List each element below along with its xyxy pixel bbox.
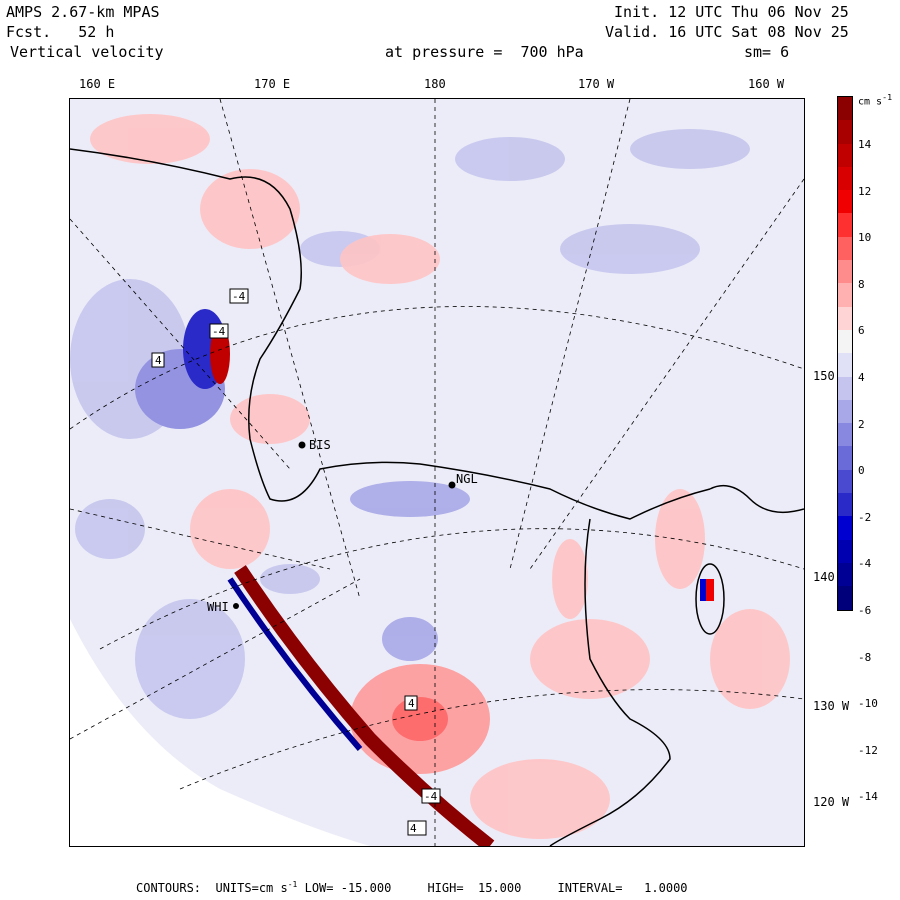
lon-label-180: 180 bbox=[424, 77, 446, 91]
contours-label: CONTOURS: bbox=[136, 881, 202, 895]
colorbar-segment bbox=[837, 353, 853, 377]
colorbar-tick-label: -12 bbox=[858, 743, 878, 757]
lon-label-160e: 160 E bbox=[79, 77, 116, 91]
station-marker-bis bbox=[298, 441, 306, 449]
map-panel: 4 4 -4 -4 -4 4 BIS NGL WHI bbox=[69, 98, 805, 847]
station-label-ngl: NGL bbox=[456, 472, 478, 486]
contour-labels: 4 4 -4 -4 -4 4 bbox=[151, 288, 441, 836]
pressure-level: at pressure = 700 hPa bbox=[385, 43, 584, 61]
colorbar-segment bbox=[837, 306, 853, 330]
colorbar-segment bbox=[837, 423, 853, 447]
lon-label-170e: 170 E bbox=[254, 77, 291, 91]
colorbar-tick-label: -8 bbox=[858, 650, 872, 664]
colorbar-segment bbox=[837, 516, 853, 540]
station-label-bis: BIS bbox=[309, 438, 331, 452]
vertical-velocity-field: 4 4 -4 -4 -4 4 BIS NGL WHI bbox=[70, 99, 804, 846]
colorbar-tick-label: 12 bbox=[858, 184, 872, 198]
colorbar-segment bbox=[837, 586, 853, 611]
colorbar-segment bbox=[837, 539, 853, 563]
contour-label: 4 bbox=[408, 697, 415, 710]
colorbar-segment bbox=[837, 329, 853, 354]
valid-time: Valid. 16 UTC Sat 08 Nov 25 bbox=[605, 23, 849, 41]
colorbar-tick-label: -14 bbox=[858, 790, 878, 804]
colorbar-tick-label: -2 bbox=[858, 510, 872, 524]
colorbar-segment bbox=[837, 236, 853, 261]
colorbar-segment bbox=[837, 469, 853, 494]
contour-label: -4 bbox=[232, 290, 246, 303]
lat-label-130w: 130 W bbox=[813, 699, 850, 713]
contour-label: 4 bbox=[410, 822, 417, 835]
colorbar-segment bbox=[837, 190, 853, 214]
colorbar-segment bbox=[837, 96, 853, 121]
colorbar-tick-label: 8 bbox=[858, 277, 865, 291]
colorbar-segment bbox=[837, 376, 853, 400]
colorbar bbox=[837, 96, 853, 611]
low-value: LOW= -15.000 bbox=[304, 881, 392, 895]
colorbar-units: cm s-1 bbox=[858, 92, 893, 108]
units-label: UNITS=cm s bbox=[215, 881, 288, 895]
contour-info: CONTOURS: UNITS=cm s-1 LOW= -15.000 HIGH… bbox=[136, 880, 688, 895]
forecast-hour: Fcst. 52 h bbox=[6, 23, 115, 41]
colorbar-segment bbox=[837, 260, 853, 284]
model-title: AMPS 2.67-km MPAS bbox=[6, 3, 160, 21]
colorbar-tick-label: 4 bbox=[858, 371, 865, 384]
smoothing-label: sm= 6 bbox=[744, 43, 790, 61]
ascent-regions bbox=[90, 114, 790, 839]
coastlines bbox=[70, 148, 804, 846]
colorbar-segment bbox=[837, 120, 853, 144]
high-value: HIGH= 15.000 bbox=[427, 881, 522, 895]
colorbar-segment bbox=[837, 166, 853, 191]
colorbar-segment bbox=[837, 143, 853, 167]
init-time: Init. 12 UTC Thu 06 Nov 25 bbox=[614, 3, 849, 21]
colorbar-tick-label: 10 bbox=[858, 231, 872, 245]
descent-regions bbox=[70, 129, 750, 719]
colorbar-segment bbox=[837, 213, 853, 237]
field-name: Vertical velocity bbox=[10, 43, 164, 61]
colorbar-tick-label: 6 bbox=[858, 324, 865, 338]
colorbar-segment bbox=[837, 493, 853, 517]
station-marker-whi bbox=[233, 603, 239, 609]
contour-label: 4 bbox=[155, 354, 162, 367]
station-marker-ngl bbox=[448, 481, 456, 489]
contour-label: -4 bbox=[424, 790, 438, 803]
colorbar-tick-label: 0 bbox=[858, 464, 865, 478]
colorbar-segment bbox=[837, 399, 853, 424]
lon-label-170w: 170 W bbox=[578, 77, 615, 91]
colorbar-segment bbox=[837, 283, 853, 307]
colorbar-tick-label: -10 bbox=[858, 697, 878, 711]
colorbar-tick-label: -4 bbox=[858, 557, 872, 571]
graticule bbox=[70, 99, 804, 846]
lon-label-160w: 160 W bbox=[748, 77, 785, 91]
colorbar-segment bbox=[837, 446, 853, 470]
colorbar-tick-label: -6 bbox=[858, 604, 872, 617]
colorbar-segment bbox=[837, 562, 853, 587]
colorbar-tick-label: 14 bbox=[858, 138, 872, 151]
stations: BIS NGL WHI bbox=[207, 438, 478, 614]
station-label-whi: WHI bbox=[207, 600, 229, 614]
interval-value: INTERVAL= 1.0000 bbox=[557, 881, 688, 895]
contour-label: -4 bbox=[212, 325, 226, 338]
colorbar-tick-label: 2 bbox=[858, 417, 865, 431]
lat-label-120w: 120 W bbox=[813, 795, 850, 809]
